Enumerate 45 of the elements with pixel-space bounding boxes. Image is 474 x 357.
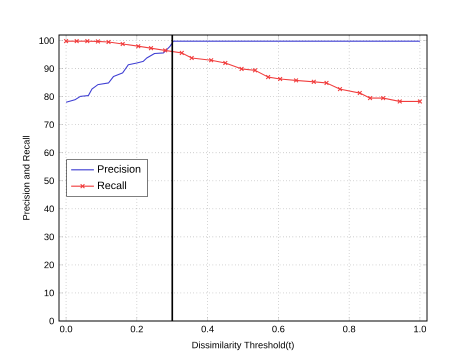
y-tick-label: 60 [44,149,54,156]
x-tick-label: 0.8 [343,326,356,332]
point [162,48,168,53]
x-tick-label: 1.0 [414,326,426,332]
y-tick-label: 50 [44,178,54,184]
point [120,42,126,46]
y-tick-label: 0 [49,318,54,324]
point [208,58,214,63]
point [266,74,271,80]
x-tick-label: 0.4 [201,326,214,332]
legend-label: Precision [98,164,140,173]
point [106,40,111,44]
point [357,90,362,96]
y-tick-label: 40 [44,206,54,212]
x-tick-label: 0.0 [60,326,72,332]
point [397,99,402,104]
y-tick-label: 100 [39,37,54,44]
point [368,96,372,101]
point [380,96,386,101]
y-tick-label: 90 [44,65,54,72]
y-tick-label: 20 [44,262,54,268]
point [294,78,299,83]
point [278,76,283,82]
point [239,66,244,72]
point [324,80,329,86]
y-tick-label: 70 [44,121,54,128]
y-tick-label: 80 [44,93,54,100]
x-tick-label: 0.2 [130,326,143,332]
point [96,39,100,44]
point [74,38,80,44]
x-tick-label: 0.6 [272,326,284,332]
point [338,86,342,92]
x-axis-title: Dissimilarity Threshold(t) [192,341,294,350]
point [179,50,184,56]
point [222,60,228,66]
point [148,46,154,51]
y-axis-title: Precision and Recall [22,136,30,220]
y-tick-label: 10 [44,290,54,296]
point [189,56,194,60]
point [136,44,141,49]
point [252,68,258,73]
point [84,38,90,44]
y-tick-label: 30 [44,234,54,240]
point [311,79,316,84]
legend-label: Recall [98,181,126,190]
